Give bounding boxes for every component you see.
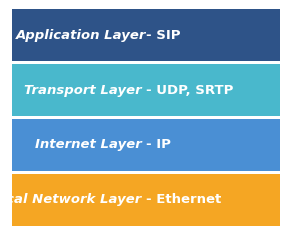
Text: - UDP, SRTP: - UDP, SRTP xyxy=(146,84,233,97)
Bar xyxy=(12,9,280,61)
Text: Application Layer: Application Layer xyxy=(16,29,146,42)
Text: Physical Network Layer: Physical Network Layer xyxy=(0,193,146,206)
Text: - Ethernet: - Ethernet xyxy=(146,193,221,206)
Text: Transport Layer: Transport Layer xyxy=(24,84,146,97)
Bar xyxy=(12,174,280,226)
Text: Internet Layer: Internet Layer xyxy=(35,138,146,151)
Bar xyxy=(12,64,280,116)
Text: - IP: - IP xyxy=(146,138,171,151)
Text: - SIP: - SIP xyxy=(146,29,180,42)
Bar xyxy=(12,119,280,171)
